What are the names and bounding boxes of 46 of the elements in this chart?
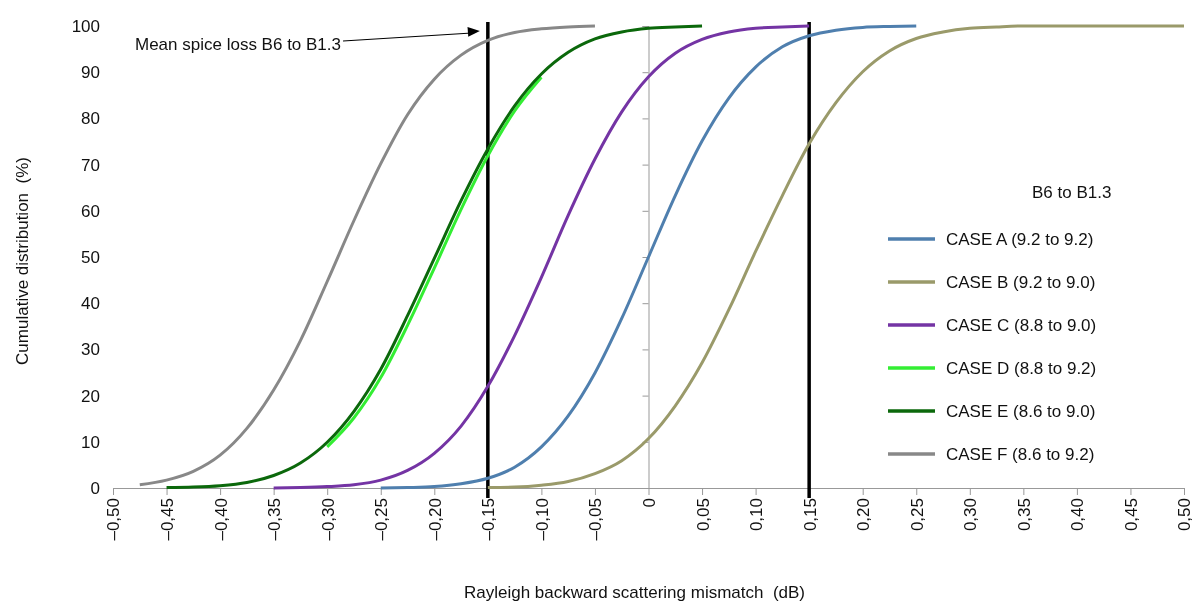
legend-label: CASE D (8.8 to 9.2)	[946, 359, 1097, 378]
y-tick-label: 70	[81, 155, 100, 175]
x-tick-label: 0,20	[854, 498, 874, 532]
legend-title: B6 to B1.3	[1032, 183, 1112, 202]
legend-label: CASE C (8.8 to 9.0)	[946, 316, 1097, 335]
y-tick-label: 100	[71, 16, 100, 36]
y-tick-label: 90	[81, 63, 100, 83]
y-tick-label: 30	[81, 340, 100, 360]
line-series	[138, 24, 597, 487]
y-tick-label: 50	[81, 247, 100, 267]
y-tick-label: 0	[90, 478, 100, 498]
x-tick-label: 0,05	[693, 498, 713, 532]
x-tick-label: –0,25	[372, 498, 392, 541]
legend-label: CASE A (9.2 to 9.2)	[946, 230, 1094, 249]
y-tick-label: 80	[81, 109, 100, 129]
x-axis-title: Rayleigh backward scattering mismatch (dB)	[463, 583, 806, 602]
legend-label: CASE B (9.2 to 9.0)	[946, 273, 1096, 292]
x-tick-label: –0,45	[158, 498, 177, 541]
legend-label: CASE F (8.6 to 9.2)	[946, 445, 1095, 464]
x-tick-label: 0,10	[747, 498, 767, 532]
annotation: Mean spice loss B6 to B1.3	[135, 35, 342, 54]
x-tick-label: 0,15	[800, 498, 820, 532]
y-tick-label: 40	[81, 294, 100, 314]
x-tick-label: –0,50	[104, 498, 124, 541]
y-tick-label: 20	[81, 386, 100, 406]
x-tick-label: –0,40	[211, 498, 231, 541]
line-series	[486, 24, 1186, 490]
x-tick-label: –0,15	[479, 498, 499, 541]
x-tick-label: 0,45	[1121, 498, 1141, 532]
y-tick-label: 10	[81, 432, 100, 452]
line-series	[379, 24, 918, 490]
x-tick-label: –0,20	[425, 498, 445, 541]
x-tick-label: 0,40	[1068, 498, 1088, 532]
line-series	[325, 75, 543, 449]
legend-label: CASE E (8.6 to 9.0)	[946, 402, 1096, 421]
x-tick-label: 0,35	[1014, 498, 1034, 532]
y-axis-title: Cumulative distribution (%)	[13, 157, 32, 365]
x-tick-label: 0	[639, 498, 659, 508]
x-tick-label: 0,50	[1175, 498, 1195, 532]
x-tick-label: 0,30	[961, 498, 981, 532]
x-tick-label: –0,35	[265, 498, 285, 541]
x-tick-label: –0,30	[318, 498, 338, 541]
x-tick-label: –0,10	[532, 498, 552, 541]
x-tick-label: –0,05	[586, 498, 606, 541]
x-tick-label: 0,25	[907, 498, 927, 532]
y-tick-label: 60	[81, 201, 100, 221]
